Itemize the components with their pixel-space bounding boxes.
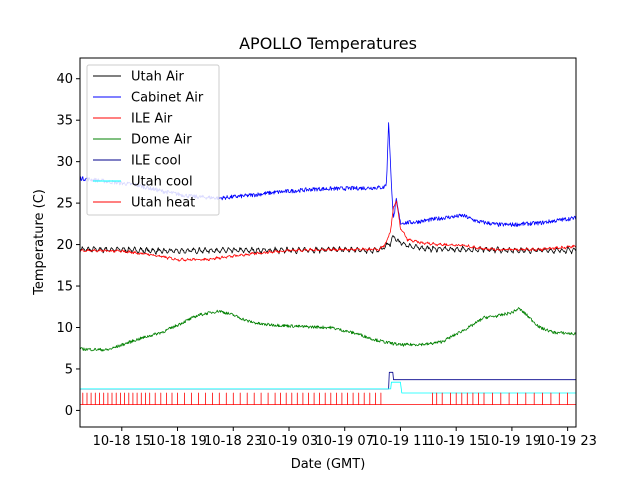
- legend-label-utah-air: Utah Air: [131, 70, 184, 85]
- y-tick-label: 40: [56, 72, 73, 87]
- series-line-utah-cool: [80, 381, 576, 394]
- series-line-utah-air: [80, 235, 576, 255]
- y-tick-label: 5: [65, 362, 73, 377]
- series-line-ile-air: [80, 200, 576, 262]
- y-axis: 0 5 10 15 20 25 30 35 40: [56, 72, 80, 419]
- x-tick-label: 10-18 23: [204, 434, 262, 449]
- series-line-dome-air: [80, 307, 576, 352]
- y-tick-label: 30: [56, 155, 73, 170]
- x-tick-label: 10-19 19: [483, 434, 541, 449]
- y-tick-label: 15: [56, 280, 73, 295]
- legend-label-utah-heat: Utah heat: [131, 196, 195, 211]
- x-axis-title: Date (GMT): [291, 457, 366, 472]
- x-tick-label: 10-19 15: [427, 434, 485, 449]
- legend-box: [86, 64, 220, 216]
- chart-title: APOLLO Temperatures: [239, 34, 417, 53]
- y-tick-label: 25: [56, 197, 73, 212]
- y-tick-label: 10: [56, 321, 73, 336]
- legend-label-ile-air: ILE Air: [131, 112, 173, 127]
- legend-label-cabinet-air: Cabinet Air: [131, 91, 204, 106]
- x-tick-label: 10-19 07: [315, 434, 373, 449]
- x-tick-label: 10-19 23: [538, 434, 596, 449]
- legend-label-dome-air: Dome Air: [131, 133, 192, 148]
- plot-area: [79, 57, 577, 428]
- x-tick-label: 10-19 11: [371, 434, 429, 449]
- x-tick-label: 10-19 03: [260, 434, 318, 449]
- y-tick-label: 20: [56, 238, 73, 253]
- x-tick-label: 10-18 19: [148, 434, 206, 449]
- y-tick-label: 35: [56, 114, 73, 129]
- y-tick-label: 0: [65, 404, 73, 419]
- series-line-utah-heat: [80, 392, 576, 405]
- x-tick-label: 10-18 15: [93, 434, 151, 449]
- plot-frame: [79, 57, 577, 428]
- legend-label-utah-cool: Utah cool: [131, 175, 193, 190]
- y-axis-title: Temperature (C): [32, 189, 47, 296]
- legend-label-ile-cool: ILE cool: [131, 154, 181, 169]
- legend: Utah Air Cabinet Air ILE Air Dome Air ILE co…: [86, 64, 220, 216]
